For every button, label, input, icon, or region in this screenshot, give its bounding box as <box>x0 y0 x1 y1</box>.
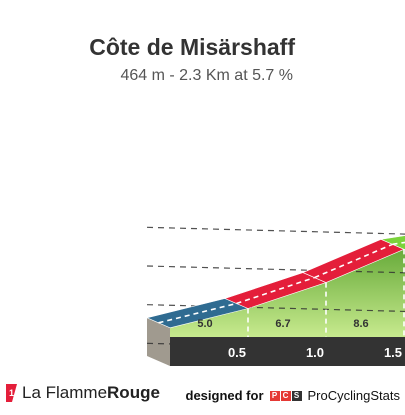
distance-axis-band <box>170 337 405 366</box>
pcs-logo-icon: P C S <box>269 390 302 401</box>
svg-text:1: 1 <box>9 388 14 398</box>
segment-centerline <box>158 302 237 324</box>
gridline <box>146 226 405 235</box>
climb-subtitle: 464 m - 2.3 Km at 5.7 % <box>120 67 293 84</box>
climb-title: Côte de Misärshaff <box>89 34 295 60</box>
terrain-fill <box>170 249 405 337</box>
distance-tick-label: 0.5 <box>228 345 246 360</box>
credits: designed for P C S ProCyclingStats <box>186 388 401 403</box>
pcs-letter: P <box>269 390 280 401</box>
segment-top-band <box>379 235 405 250</box>
pcs-name: ProCyclingStats <box>307 388 400 403</box>
segment-gradient-label: 5.0 <box>197 318 212 330</box>
distance-tick-label: 1.0 <box>306 345 324 360</box>
segment-centerline <box>236 276 315 305</box>
profile-side-wall <box>147 317 170 366</box>
pcs-letter: C <box>280 390 291 401</box>
gridline <box>146 304 405 313</box>
designed-for-text: designed for <box>185 388 264 403</box>
segment-gradient-label: 8.6 <box>353 318 368 330</box>
distance-tick-label: 1.5 <box>384 345 402 360</box>
brand-logo: 1 La FlammeRouge <box>6 383 160 403</box>
flag-icon: 1 <box>6 384 17 402</box>
brand-name-bold: Rouge <box>107 383 160 402</box>
segment-gradient-label: 6.7 <box>275 318 290 330</box>
brand-name-light: La Flamme <box>22 383 108 402</box>
pcs-letter: S <box>291 390 302 401</box>
